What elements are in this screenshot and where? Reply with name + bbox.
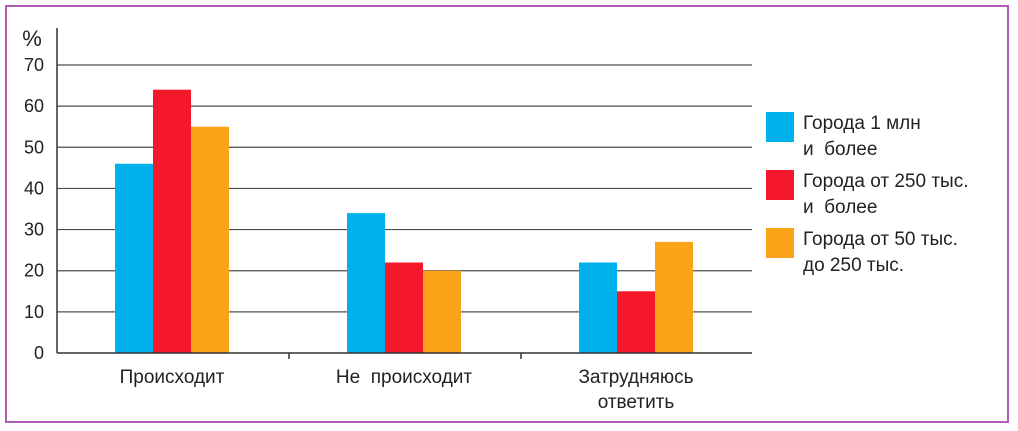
bar	[655, 241, 693, 353]
legend-label: Города от 250 тыс.	[803, 171, 968, 192]
legend-label: до 250 тыс.	[803, 255, 904, 276]
legend-label: Города от 50 тыс.	[803, 229, 958, 250]
x-tick-label: Происходит	[120, 367, 225, 388]
y-tick-label: 40	[24, 178, 44, 198]
y-tick-label: 0	[34, 343, 44, 363]
y-tick-label: 10	[24, 302, 44, 322]
y-tick-label: 60	[24, 96, 44, 116]
y-tick-label: 30	[24, 220, 44, 240]
y-tick-label: 70	[24, 55, 44, 75]
bar	[347, 213, 385, 353]
legend-label: и более	[803, 197, 877, 218]
bar	[579, 262, 617, 353]
legend-label: Города 1 млн	[803, 113, 921, 134]
x-tick-label: ответить	[598, 392, 675, 413]
x-tick-label: Не происходит	[336, 367, 473, 388]
legend-label: и более	[803, 139, 877, 160]
bar	[191, 126, 229, 353]
bar	[115, 163, 153, 353]
y-axis-label: %	[22, 26, 42, 51]
legend-swatch	[766, 112, 794, 142]
x-tick-label: Затрудняюсь	[578, 367, 693, 388]
y-tick-label: 50	[24, 137, 44, 157]
legend-swatch	[766, 228, 794, 258]
bar	[617, 291, 655, 353]
bar	[423, 270, 461, 353]
bar	[153, 89, 191, 353]
legend-swatch	[766, 170, 794, 200]
bar	[385, 262, 423, 353]
y-tick-label: 20	[24, 261, 44, 281]
